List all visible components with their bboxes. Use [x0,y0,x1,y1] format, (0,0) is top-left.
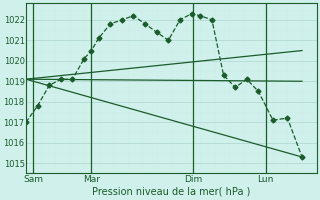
X-axis label: Pression niveau de la mer( hPa ): Pression niveau de la mer( hPa ) [92,187,251,197]
